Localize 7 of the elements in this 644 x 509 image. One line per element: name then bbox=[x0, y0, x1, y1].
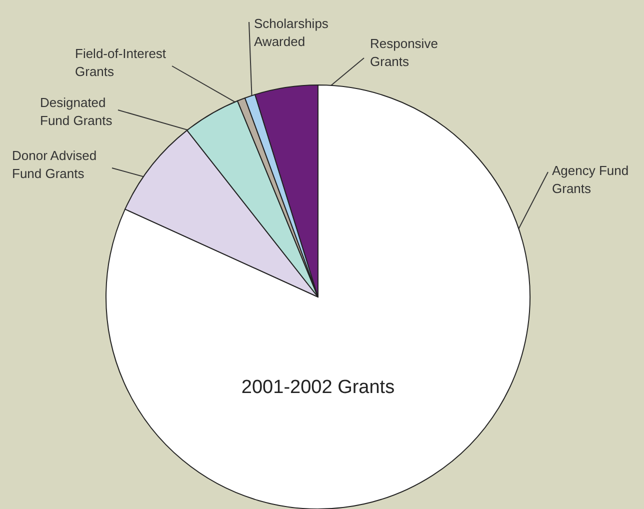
slice-label: Field-of-Interest Grants bbox=[75, 46, 166, 79]
slice-label: Agency Fund Grants bbox=[552, 163, 629, 196]
slice-label: Responsive Grants bbox=[370, 36, 438, 69]
text: 2001-2002 Grants bbox=[241, 377, 395, 398]
slice-label: Designated Fund Grants bbox=[40, 95, 113, 128]
slice-label: Scholarships Awarded bbox=[254, 16, 329, 49]
slice-label: Donor Advised Fund Grants bbox=[12, 148, 97, 181]
